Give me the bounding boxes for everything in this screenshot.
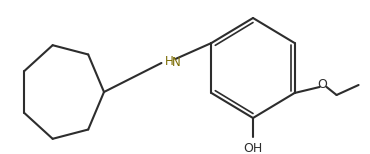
Text: O: O	[317, 79, 327, 91]
Text: OH: OH	[243, 142, 263, 154]
Text: H: H	[165, 55, 174, 67]
Text: N: N	[172, 55, 181, 69]
